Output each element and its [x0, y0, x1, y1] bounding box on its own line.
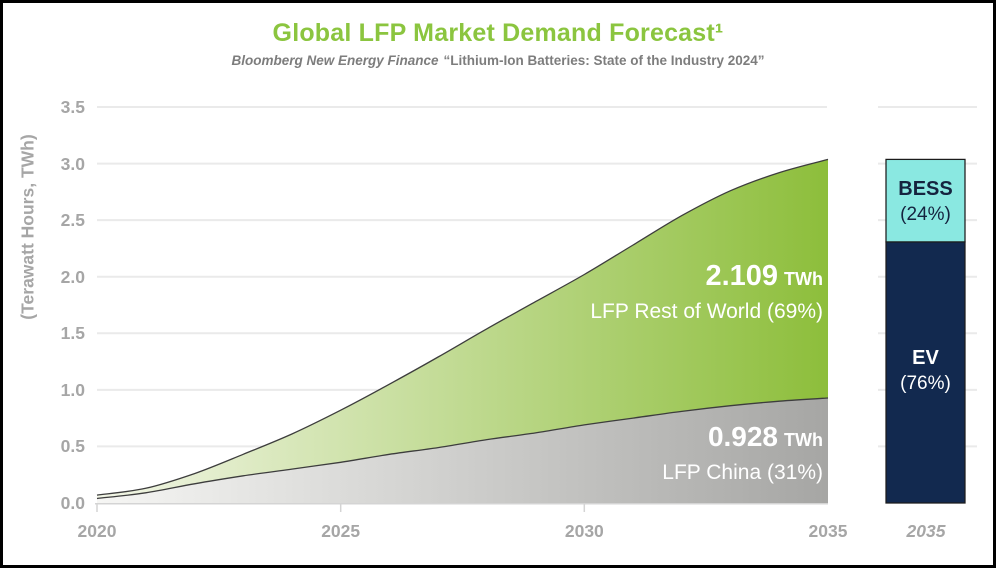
row-unit: TWh — [784, 269, 823, 289]
china-demand-line — [96, 397, 829, 500]
annotation-china: 0.928 TWh LFP China (31%) — [662, 422, 823, 486]
chart-subtitle: Bloomberg New Energy Finance “Lithium-Ion… — [0, 53, 996, 68]
annotation-rest-of-world: 2.109 TWh LFP Rest of World (69%) — [590, 261, 823, 325]
bar-segment-bess — [885, 158, 966, 243]
bar-segment-label-ev: EV (76%) — [886, 345, 965, 397]
subtitle-source: Bloomberg New Energy Finance — [231, 53, 439, 68]
row-label: LFP Rest of World (69%) — [590, 300, 823, 323]
row-value: 2.109 — [705, 260, 779, 292]
chart-title: Global LFP Market Demand Forecast¹ — [272, 19, 724, 47]
bar-year-label: 2035 — [906, 521, 946, 541]
bess-name: BESS — [898, 178, 953, 200]
area-china — [97, 398, 828, 503]
china-unit: TWh — [784, 430, 823, 450]
ev-name: EV — [912, 347, 939, 369]
subtitle-report: “Lithium-Ion Batteries: State of the Ind… — [443, 53, 765, 68]
annotation-row-value-line: 2.109 TWh — [590, 261, 823, 296]
bar-segment-label-bess: BESS (24%) — [886, 176, 965, 228]
annotation-china-value-line: 0.928 TWh — [662, 422, 823, 457]
total-demand-line — [96, 158, 829, 496]
china-label: LFP China (31%) — [662, 461, 823, 484]
bess-share: (24%) — [900, 204, 951, 225]
china-value: 0.928 — [707, 421, 779, 452]
ev-share: (76%) — [900, 373, 951, 394]
